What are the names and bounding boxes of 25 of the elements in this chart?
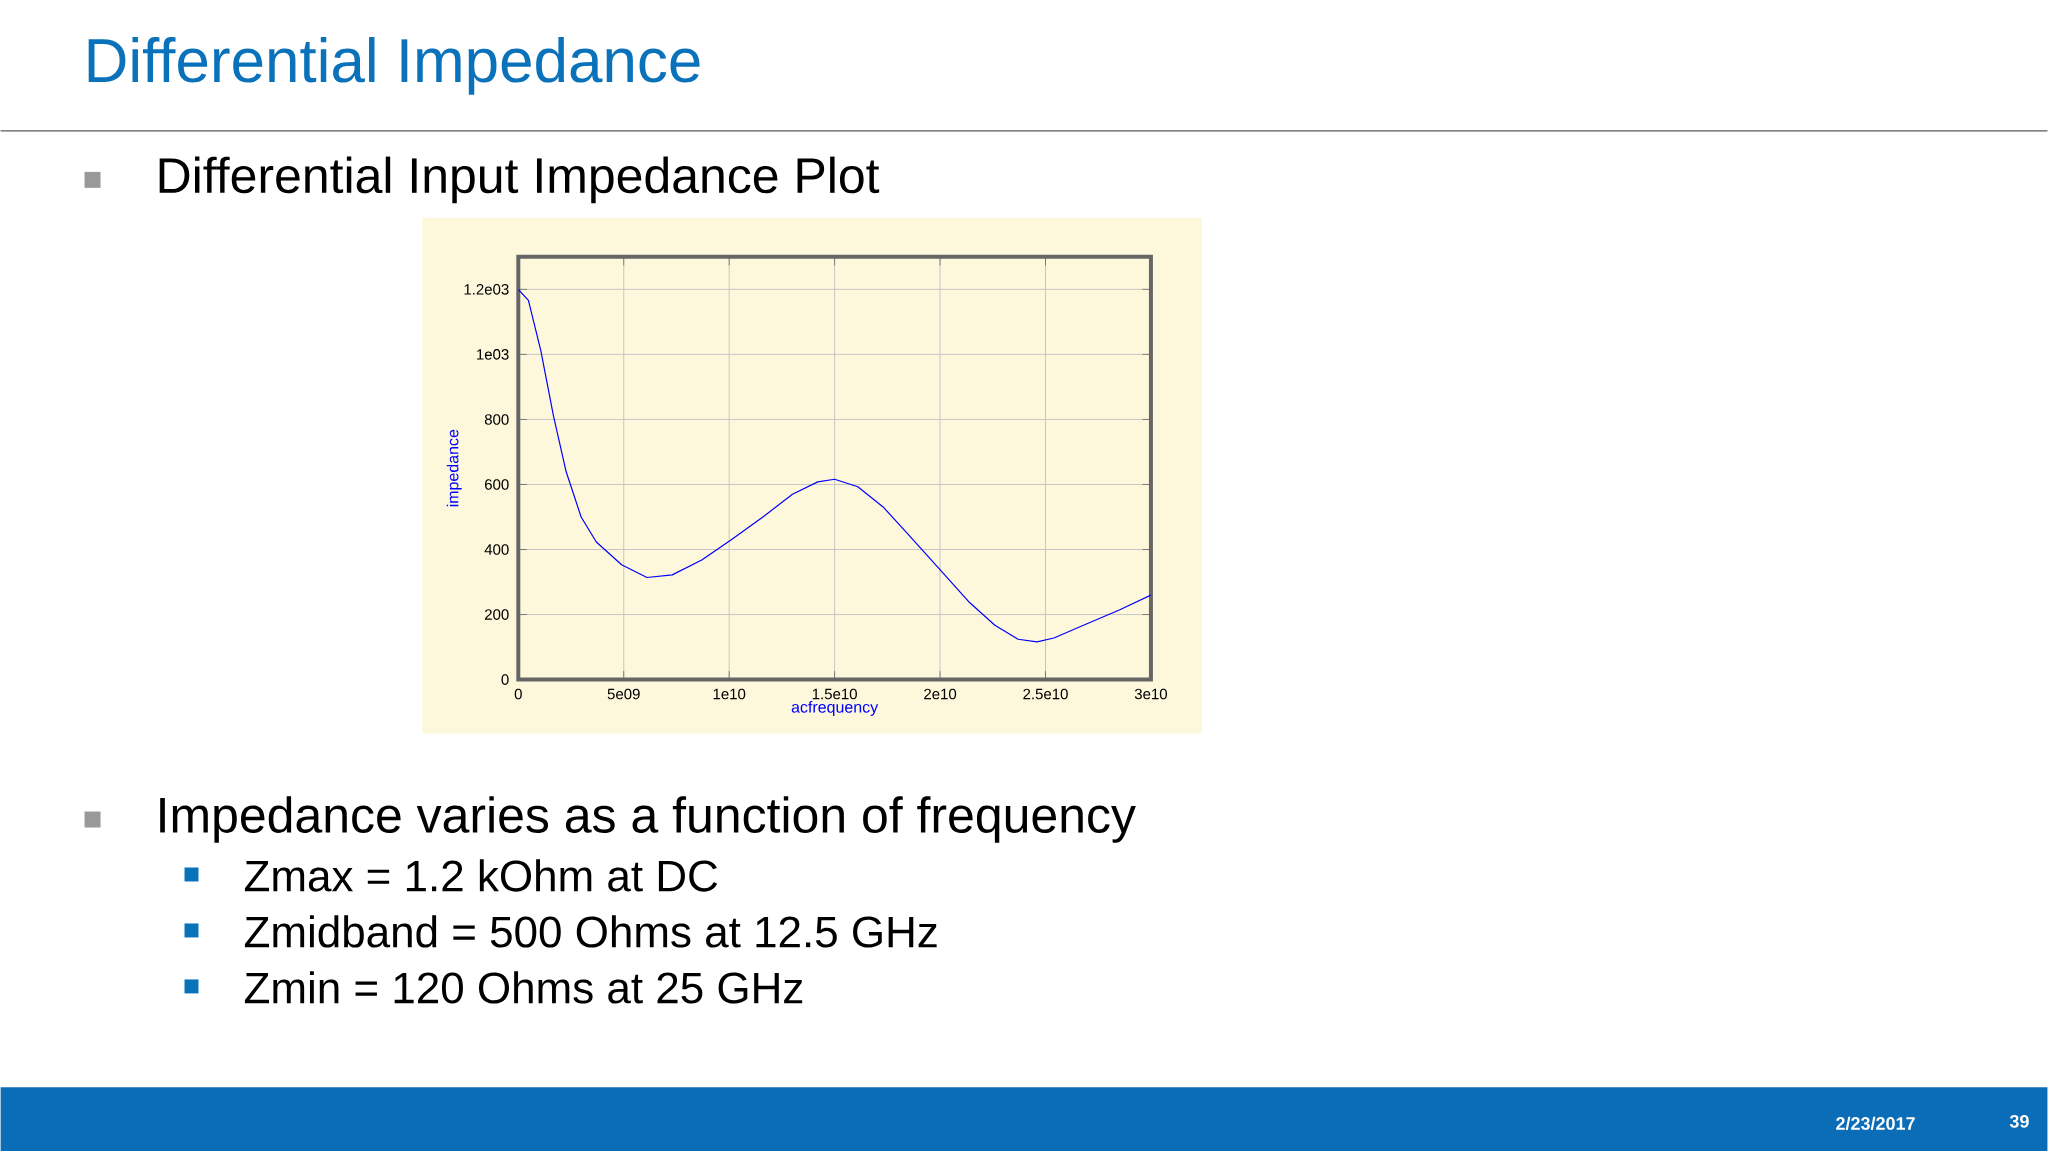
x-tick-label: 1e10 xyxy=(713,688,746,700)
text: Zmidband = 500 Ohms at 12.5 GHz xyxy=(244,915,937,948)
text: 39 xyxy=(2009,1114,2029,1128)
y-tick-label: 1.2e03 xyxy=(464,283,509,295)
y-tick-label: 0 xyxy=(501,674,509,685)
y-tick-label: 800 xyxy=(484,413,509,425)
y-tick-label: 200 xyxy=(484,609,509,620)
x-tick-label: 1.5e10 xyxy=(812,688,857,700)
text: Impedance varies as a function of frequency xyxy=(160,796,1136,843)
x-axis-title: acfrequency xyxy=(791,700,879,716)
y-tick-label: 1e03 xyxy=(477,348,509,360)
line-series xyxy=(518,288,1151,643)
chart-subtitle: Differential Input Impedance Plot xyxy=(159,156,880,204)
chart-title: Differential Impedance xyxy=(88,36,700,95)
x-tick-label: 3e10 xyxy=(1134,688,1168,700)
text: 2/23/2017 xyxy=(1836,1116,1915,1130)
x-tick-label: 2e10 xyxy=(924,688,957,700)
y-axis-title: impedance xyxy=(446,429,462,507)
x-tick-label: 5e09 xyxy=(607,688,640,700)
text: Zmax = 1.2 kOhm at DC xyxy=(244,859,718,892)
y-tick-label: 400 xyxy=(484,544,509,555)
text: Zmin = 120 Ohms at 25 GHz xyxy=(244,971,803,1004)
y-tick-label: 600 xyxy=(484,479,509,490)
x-tick-label: 2.5e10 xyxy=(1023,688,1068,700)
x-tick-label: 0 xyxy=(514,688,522,700)
